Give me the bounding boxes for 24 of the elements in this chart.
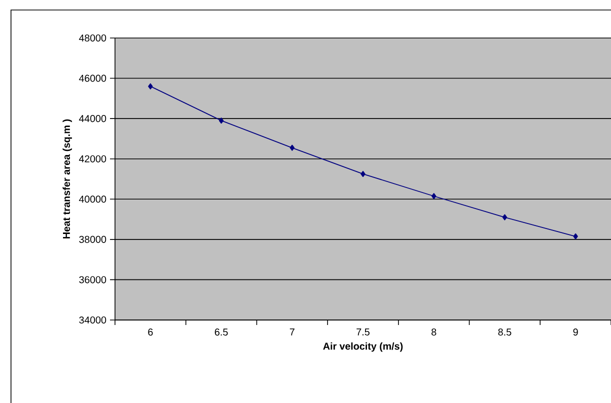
y-axis-title: Heat transfer area (sq.m ) <box>62 119 72 238</box>
point <box>502 214 508 220</box>
point <box>290 144 295 151</box>
y-tick-label: 48000 <box>79 34 106 42</box>
point <box>573 233 578 240</box>
x-tick-label: 9 <box>573 328 578 336</box>
x-tick-label: 8 <box>432 328 436 336</box>
y-tick-label: 44000 <box>79 115 106 122</box>
x-tick-label: 7.5 <box>356 328 370 336</box>
x-axis-title: Air velocity (m/s) <box>323 342 403 352</box>
point <box>360 170 366 177</box>
y-tick-label: 40000 <box>79 196 106 203</box>
x-tick-label: 8.5 <box>498 328 512 336</box>
y-tick-label: 36000 <box>79 276 106 284</box>
x-tick-label: 6 <box>148 328 153 336</box>
y-tick-label: 34000 <box>79 316 106 324</box>
point <box>431 193 436 200</box>
x-tick-label: 6.5 <box>214 328 228 336</box>
x-tick-label: 7 <box>290 328 294 336</box>
y-tick-label: 46000 <box>79 74 106 82</box>
point <box>148 83 153 90</box>
y-tick-label: 42000 <box>79 155 106 162</box>
y-tick-label: 38000 <box>79 236 106 243</box>
point <box>218 118 224 124</box>
